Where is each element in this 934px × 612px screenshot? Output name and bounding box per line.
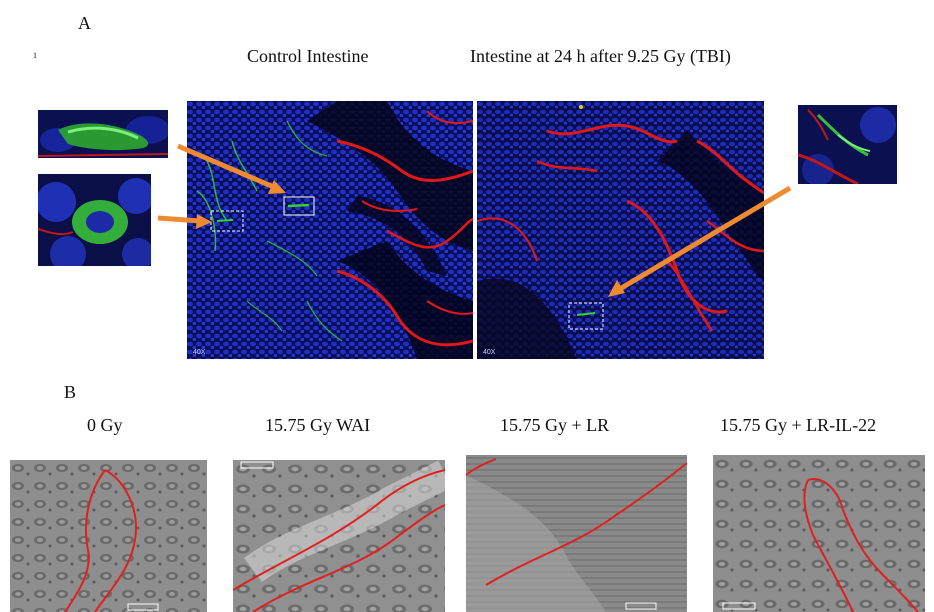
arrow-bottom-left-head bbox=[196, 214, 212, 229]
control-intestine-micrograph: 40X bbox=[187, 101, 473, 359]
control-inset-top bbox=[38, 110, 168, 158]
label-15-75-gy-lr-il-22: 15.75 Gy + LR-IL-22 bbox=[720, 415, 877, 435]
em-micrograph-15-75-gy-lr bbox=[466, 455, 687, 612]
label-15-75-gy-lr: 15.75 Gy + LR bbox=[500, 415, 610, 435]
arrow-bottom-left bbox=[157, 215, 201, 224]
panel-a-letter: A bbox=[78, 13, 91, 33]
em-micrograph-0-gy bbox=[10, 460, 207, 612]
arrow-right bbox=[616, 185, 792, 293]
em-micrograph-15-75-gy-lr-il-22 bbox=[713, 455, 925, 612]
stray-mark: 1 bbox=[33, 51, 37, 60]
label-0-gy: 0 Gy bbox=[87, 415, 123, 435]
control-intestine-title: Control Intestine bbox=[247, 46, 369, 66]
arrow-top-left-head bbox=[268, 180, 286, 194]
magnification-label-control: 40X bbox=[193, 349, 206, 356]
em-micrograph-15-75-gy-wai bbox=[233, 460, 445, 612]
arrow-right-head bbox=[608, 280, 625, 297]
magnification-label-irradiated: 40X bbox=[483, 349, 496, 356]
irradiated-inset bbox=[798, 105, 897, 184]
control-inset-bottom bbox=[38, 174, 151, 266]
irradiated-intestine-title: Intestine at 24 h after 9.25 Gy (TBI) bbox=[470, 46, 731, 66]
panel-b-letter: B bbox=[64, 382, 77, 402]
arrow-top-left bbox=[177, 143, 277, 191]
label-15-75-gy-wai: 15.75 Gy WAI bbox=[265, 415, 371, 435]
